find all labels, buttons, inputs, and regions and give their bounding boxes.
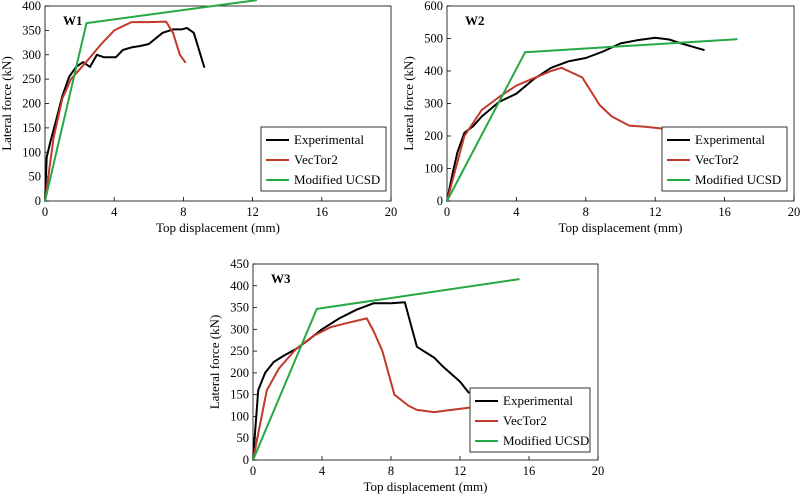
legend-entry-label: VecTor2 xyxy=(695,152,739,167)
y-tick-label: 100 xyxy=(424,162,443,176)
legend-entry-label: Modified UCSD xyxy=(294,172,380,187)
series-line-vector2 xyxy=(252,317,470,461)
x-tick-label: 16 xyxy=(523,464,536,478)
legend-entry-label: Experimental xyxy=(294,132,364,147)
y-tick-label: 250 xyxy=(230,344,249,358)
x-tick-label: 0 xyxy=(250,464,256,478)
y-tick-label: 400 xyxy=(424,64,443,78)
y-tick-label: 400 xyxy=(230,279,249,293)
chart-panel-w1: 0 50 100 150 200 250 300 350 400 0 4 8 12 16 20 Top dis… xyxy=(0,0,397,235)
series-line-experimental xyxy=(446,36,705,202)
y-axis-title: Lateral force (kN) xyxy=(401,56,416,151)
y-tick-label: 300 xyxy=(22,48,41,62)
y-tick-label: 350 xyxy=(230,301,249,315)
x-tick-label: 8 xyxy=(583,205,589,219)
y-axis-title: Lateral force (kN) xyxy=(207,315,222,410)
y-tick-label: 600 xyxy=(424,0,443,13)
legend: Experimental VecTor2 Modified UCSD xyxy=(469,387,591,453)
y-tick-label: 400 xyxy=(22,0,41,13)
x-tick-label: 0 xyxy=(444,205,450,219)
panel-title: W3 xyxy=(271,271,291,286)
y-tick-label: 50 xyxy=(29,170,42,184)
x-tick-label: 8 xyxy=(180,205,186,219)
y-tick-label: 200 xyxy=(424,129,443,143)
series-line-vector2 xyxy=(446,66,688,202)
y-tick-label: 100 xyxy=(230,409,249,423)
series-line-experimental xyxy=(252,301,470,461)
x-axis-title: Top displacement (mm) xyxy=(363,479,487,494)
x-tick-label: 0 xyxy=(42,205,48,219)
legend-entry-label: Modified UCSD xyxy=(695,172,781,187)
series-line-modified-ucsd xyxy=(446,38,738,202)
y-tick-label: 0 xyxy=(243,453,249,467)
x-tick-label: 20 xyxy=(385,205,398,219)
y-tick-label: 100 xyxy=(22,145,41,159)
chart-panel-w3: 0 50 100 150 200 250 300 350 400 450 0 4 8 12 16 20 Top … xyxy=(207,257,604,494)
y-tick-label: 50 xyxy=(237,431,250,445)
series-line-modified-ucsd xyxy=(44,0,258,202)
chart-panel-w2: 0 100 200 300 400 500 600 0 4 8 12 16 20 Top displace… xyxy=(401,0,800,235)
legend-entry-label: VecTor2 xyxy=(294,152,338,167)
y-tick-label: 150 xyxy=(230,388,249,402)
x-tick-label: 20 xyxy=(592,464,605,478)
y-tick-label: 350 xyxy=(22,23,41,37)
y-tick-label: 0 xyxy=(35,194,41,208)
plot-frame xyxy=(252,263,599,461)
y-tick-label: 300 xyxy=(424,97,443,111)
panel-title: W2 xyxy=(465,13,485,28)
legend-entry-label: Experimental xyxy=(503,393,573,408)
panel-title: W1 xyxy=(63,13,83,28)
legend: Experimental VecTor2 Modified UCSD xyxy=(661,126,788,192)
x-tick-label: 4 xyxy=(513,205,520,219)
legend-entry-label: Modified UCSD xyxy=(503,433,589,448)
x-tick-label: 8 xyxy=(388,464,394,478)
y-tick-label: 200 xyxy=(22,97,41,111)
legend-entry-label: Experimental xyxy=(695,132,765,147)
x-tick-label: 12 xyxy=(454,464,467,478)
series-line-modified-ucsd xyxy=(252,278,520,461)
x-tick-label: 16 xyxy=(718,205,731,219)
x-tick-label: 16 xyxy=(316,205,329,219)
x-axis-title: Top displacement (mm) xyxy=(156,220,280,235)
x-axis-title: Top displacement (mm) xyxy=(558,220,682,235)
y-tick-label: 500 xyxy=(424,32,443,46)
y-tick-label: 300 xyxy=(230,322,249,336)
y-tick-label: 0 xyxy=(437,194,443,208)
x-tick-label: 12 xyxy=(246,205,259,219)
y-tick-label: 250 xyxy=(22,72,41,86)
y-tick-label: 200 xyxy=(230,366,249,380)
x-tick-label: 12 xyxy=(649,205,662,219)
legend-entry-label: VecTor2 xyxy=(503,413,547,428)
y-tick-label: 450 xyxy=(230,257,249,271)
x-tick-label: 4 xyxy=(111,205,118,219)
legend: Experimental VecTor2 Modified UCSD xyxy=(260,126,387,192)
x-tick-label: 4 xyxy=(319,464,326,478)
x-tick-label: 20 xyxy=(788,205,800,219)
y-tick-label: 150 xyxy=(22,121,41,135)
series-line-vector2 xyxy=(44,20,187,202)
y-axis-title: Lateral force (kN) xyxy=(0,56,14,151)
